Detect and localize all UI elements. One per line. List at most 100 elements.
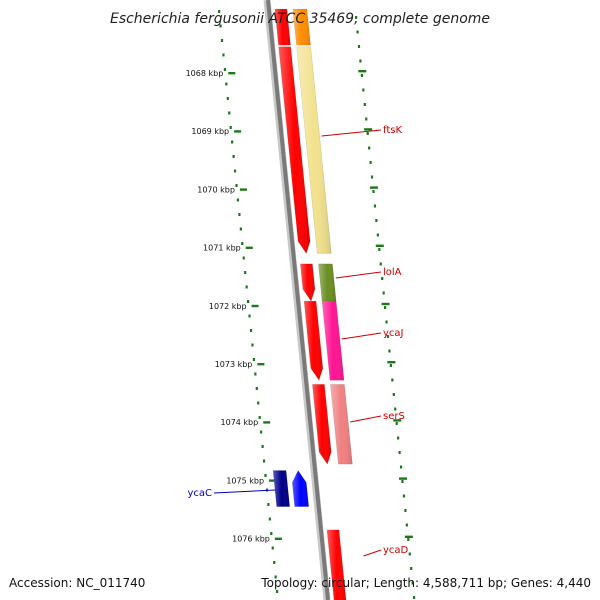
ruler-dot [235, 184, 238, 187]
ruler-dot [247, 300, 250, 303]
ruler-dot [385, 320, 388, 324]
label-leader [321, 129, 382, 137]
ruler-dot [391, 378, 394, 382]
ruler-dot [363, 103, 366, 106]
gene-shade-serS-red [312, 384, 332, 465]
ruler-dot [241, 242, 244, 245]
ruler-dot [260, 430, 263, 434]
ruler-dot [378, 248, 381, 251]
ruler-tick-label: 1075 kbp [226, 476, 264, 485]
ruler-tick [274, 537, 282, 540]
ruler-dot [261, 445, 264, 448]
gene-features [272, 8, 353, 600]
ruler-dot [411, 581, 414, 585]
ruler-dot [401, 480, 404, 483]
gene-label-ycaD: ycaD [383, 545, 409, 556]
ruler-dot [245, 285, 248, 289]
ruler-tick [387, 361, 396, 364]
ruler-dot [394, 407, 397, 411]
ruler-tick-label: 1069 kbp [191, 127, 229, 136]
ruler-dot [228, 111, 231, 115]
ruler-dot [223, 68, 226, 71]
ruler-dot [225, 82, 228, 86]
ruler-tick [245, 246, 253, 249]
ruler-dot [384, 306, 387, 309]
ruler-tick [269, 479, 277, 482]
ruler-tick [381, 302, 390, 306]
label-leader [213, 489, 276, 494]
label-leader [363, 549, 382, 557]
ruler-dot [218, 10, 221, 13]
ruler-dot [373, 204, 377, 208]
ruler-dot [267, 503, 270, 506]
ruler-tick [234, 130, 242, 133]
ruler-dot [238, 213, 241, 216]
ruler-dot [413, 596, 416, 599]
ruler-dot [408, 552, 411, 556]
ruler-tick [375, 244, 384, 247]
gene-shade-ftsK [296, 46, 332, 254]
ruler-dot [392, 393, 395, 396]
gene-shade-lolA-red [300, 263, 315, 302]
gene-shade-ycaJ [322, 301, 344, 381]
ruler-dot [379, 262, 382, 266]
gene-shade-ycaC [292, 470, 309, 507]
ruler-dot [273, 561, 276, 564]
ruler-dot [222, 53, 225, 57]
ruler-dot [229, 126, 232, 129]
ruler-dot [410, 567, 413, 570]
ruler-dot [276, 590, 279, 593]
ruler-dot [369, 161, 372, 164]
ruler-tick-label: 1071 kbp [203, 244, 241, 253]
ruler-tick-label: 1073 kbp [215, 360, 253, 369]
ruler-dot [262, 459, 266, 463]
ruler-dot [249, 329, 253, 332]
ruler-dot [233, 169, 237, 173]
ruler-dot [251, 343, 254, 347]
ruler-dot [402, 494, 406, 498]
ruler-dot [270, 532, 273, 535]
ruler-dot [388, 349, 391, 353]
gene-shade-ycaJ-red [304, 301, 323, 381]
ruler-dot [397, 436, 400, 440]
ruler-dot [355, 16, 358, 19]
ruler-dot [232, 155, 235, 158]
ruler-dot [264, 474, 267, 477]
ruler-tick [404, 535, 413, 538]
kbp-ruler: 1068 kbp 1069 kbp 1070 kbp 1071 kbp 1072 kbp… [186, 10, 416, 599]
ruler-dot [405, 523, 408, 527]
topology-text: Topology: circular; Length: 4,588,711 bp… [261, 576, 591, 590]
ruler-tick [393, 419, 402, 422]
accession-text: Accession: NC_011740 [9, 576, 146, 590]
ruler-dot [271, 546, 274, 550]
ruler-dot [376, 233, 379, 237]
gene-label-ftsK: ftsK [383, 125, 402, 136]
ruler-dot [399, 465, 403, 469]
genome-backbone [263, 0, 331, 600]
label-leader [341, 332, 382, 340]
ruler-dot [404, 509, 407, 512]
gene-shade-lolA [318, 263, 337, 302]
ruler-dot [365, 117, 368, 121]
ruler-dot [368, 146, 371, 150]
ruler-dot [219, 24, 222, 28]
ruler-tick [263, 421, 271, 424]
ruler-tick-label: 1070 kbp [197, 185, 235, 194]
ruler-dot [357, 45, 361, 48]
ruler-dot [382, 291, 385, 295]
ruler-dot [274, 575, 277, 579]
ruler-dot [252, 358, 255, 361]
ruler-dot [370, 175, 374, 179]
ruler-dot [236, 198, 240, 202]
ruler-tick-label: 1076 kbp [232, 535, 270, 544]
gene-shade-top-orange [292, 9, 311, 46]
map-title: Escherichia fergusonii ATCC 35469, compl… [110, 11, 490, 27]
ruler-dot [395, 422, 398, 425]
ruler-dot [244, 271, 247, 274]
label-leader [350, 415, 382, 423]
gene-shade-ycaC-dark [273, 470, 290, 507]
ruler-dot [381, 277, 384, 280]
gene-label-ycaJ: ycaJ [383, 328, 404, 339]
ruler-dot [407, 538, 410, 541]
